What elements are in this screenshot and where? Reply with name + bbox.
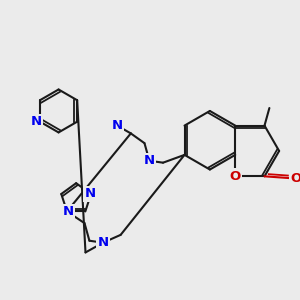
Text: N: N <box>98 236 109 249</box>
Text: N: N <box>62 205 74 218</box>
Text: O: O <box>290 172 300 185</box>
Text: N: N <box>31 115 42 128</box>
Text: O: O <box>230 170 241 183</box>
Text: N: N <box>144 154 155 167</box>
Text: N: N <box>85 188 96 200</box>
Text: N: N <box>112 119 123 132</box>
